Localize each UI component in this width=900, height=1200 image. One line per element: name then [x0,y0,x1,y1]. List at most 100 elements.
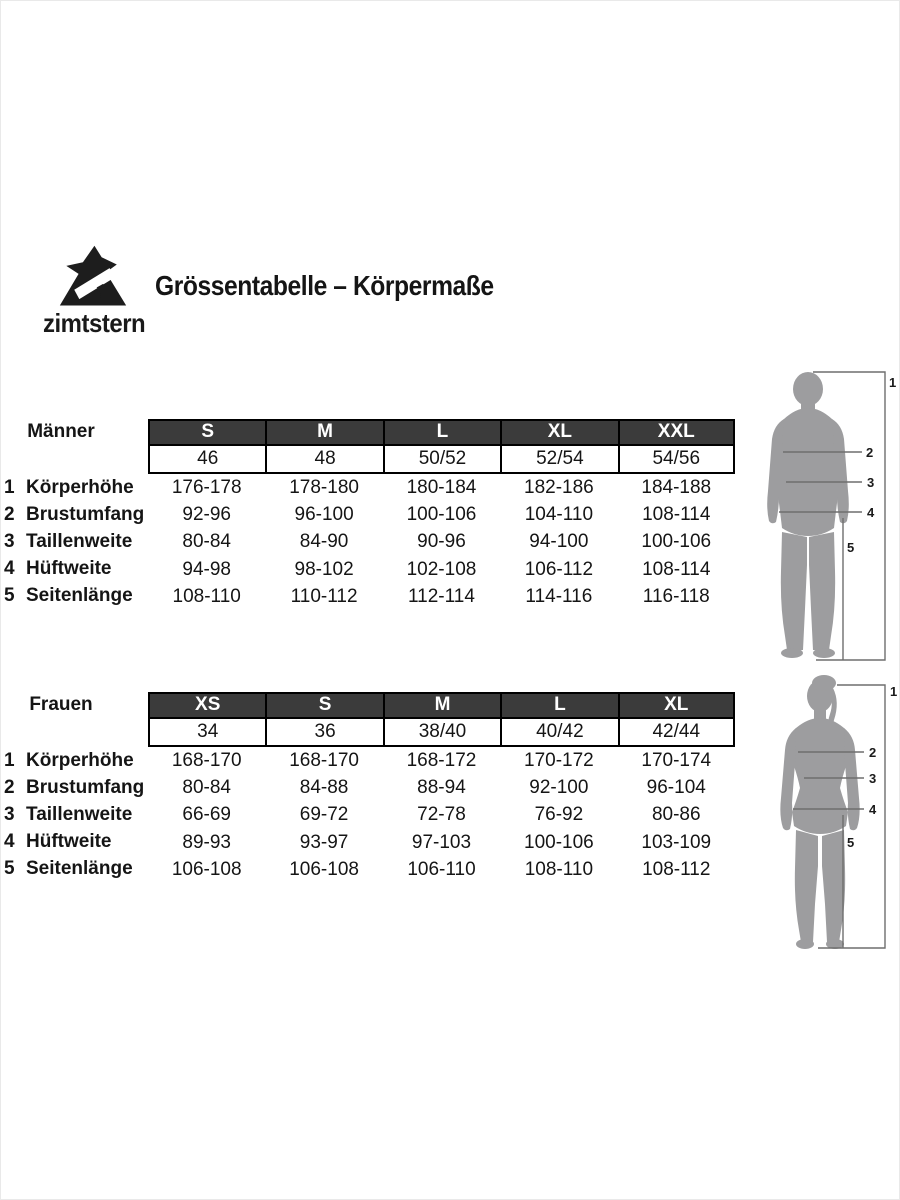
table-cell: 100-106 [524,831,594,853]
table-cell: 76-92 [534,804,584,826]
marker-waist: 3 [867,475,874,490]
table-cell: 106-108 [289,858,359,880]
men-size-header: L [382,419,501,446]
table-cell: 170-172 [524,750,594,771]
table-cell: 80-84 [182,777,231,799]
marker-hip: 4 [867,505,875,520]
table-cell: 69-72 [299,804,349,826]
row-number: 1 [4,749,15,771]
table-cell: 102-108 [406,558,477,580]
row-number: 2 [4,776,15,798]
table-cell: 106-110 [407,858,476,880]
men-size-number: 50/52 [382,446,501,474]
table-cell: 168-172 [406,750,477,771]
marker-waist: 3 [869,771,876,786]
table-cell: 92-100 [529,777,589,799]
row-name: Seitenlänge [26,585,133,607]
men-size-header: XL [500,419,618,446]
table-cell: 116-118 [642,585,710,607]
marker-height: 1 [889,375,896,390]
men-size-header: S [148,419,266,446]
marker-hip: 4 [869,802,877,817]
row-label: 4 Hüftweite [0,556,148,583]
male-measurement-figure: 1 2 3 4 5 [767,371,896,661]
women-size-header: S [265,692,383,719]
men-size-number: 54/56 [617,446,735,474]
table-cell: 108-114 [642,558,711,580]
table-cell: 84-88 [299,777,349,799]
women-table-label: Frauen [29,694,93,715]
table-cell: 106-112 [524,558,594,580]
table-cell: 180-184 [406,477,477,498]
women-size-number: 40/42 [500,719,618,747]
row-number: 3 [4,803,15,825]
marker-chest: 2 [866,445,873,460]
row-number: 5 [4,585,15,607]
row-name: Brustumfang [26,776,145,798]
table-cell: 94-100 [529,531,589,553]
table-cell: 114-116 [525,585,593,607]
marker-side-length: 5 [847,835,854,850]
table-cell: 108-114 [642,504,711,526]
row-label: 5 Seitenlänge [0,856,148,883]
marker-side-length: 5 [847,540,854,555]
spacer [0,446,148,474]
female-silhouette-icon [780,675,860,949]
men-size-table: Männer S M L XL XXL 46 48 50/52 52/54 54… [0,419,736,610]
row-name: Seitenlänge [26,858,133,880]
row-name: Hüftweite [26,558,112,580]
row-name: Taillenweite [26,803,133,825]
row-label: 3 Taillenweite [0,801,148,828]
men-table-label: Männer [27,421,95,442]
row-label: 2 Brustumfang [0,774,148,801]
row-number: 3 [4,530,15,552]
women-size-header: XS [148,692,266,719]
row-label: 3 Taillenweite [0,528,148,555]
row-label: 1 Körperhöhe [0,474,148,501]
table-cell: 178-180 [289,477,359,498]
table-cell: 108-112 [642,858,711,880]
table-cell: 182-186 [524,477,594,498]
table-cell: 176-178 [171,477,242,498]
table-cell: 184-188 [641,477,712,498]
row-number: 5 [4,858,15,880]
row-name: Hüftweite [26,831,112,853]
measurement-lines [793,684,886,949]
men-size-number: 46 [148,446,266,474]
women-size-number: 34 [148,719,266,747]
table-cell: 168-170 [171,750,242,771]
women-size-header: XL [617,692,735,719]
table-cell: 110-112 [290,585,358,607]
zimtstern-star-icon [59,245,127,306]
men-size-header: M [265,419,383,446]
table-cell: 66-69 [182,804,231,826]
marker-chest: 2 [869,745,876,760]
measurement-lines [779,371,886,661]
women-size-number: 36 [265,719,383,747]
men-size-number: 48 [265,446,383,474]
women-size-header: M [382,692,501,719]
women-size-table: Frauen XS S M L XL 34 36 38/40 40/42 42/… [0,692,736,883]
row-number: 2 [4,503,15,525]
table-cell: 72-78 [417,804,466,826]
marker-height: 1 [890,684,897,699]
spacer [0,719,148,747]
table-cell: 90-96 [417,531,466,553]
table-cell: 108-110 [172,585,241,607]
table-cell: 168-170 [289,750,359,771]
brand-wordmark: zimtstern [43,308,146,338]
table-cell: 88-94 [417,777,466,799]
table-cell: 94-98 [182,558,231,580]
table-cell: 93-97 [299,831,349,853]
table-cell: 89-93 [182,831,231,853]
row-number: 4 [4,831,15,853]
table-cell: 170-174 [641,750,712,771]
row-label: 4 Hüftweite [0,829,148,856]
table-cell: 80-84 [182,531,231,553]
row-name: Körperhöhe [26,476,134,498]
row-number: 1 [4,476,15,498]
table-cell: 84-90 [299,531,349,553]
table-cell: 98-102 [294,558,354,580]
page-title: Grössentabelle – Körpermaße [155,270,494,301]
